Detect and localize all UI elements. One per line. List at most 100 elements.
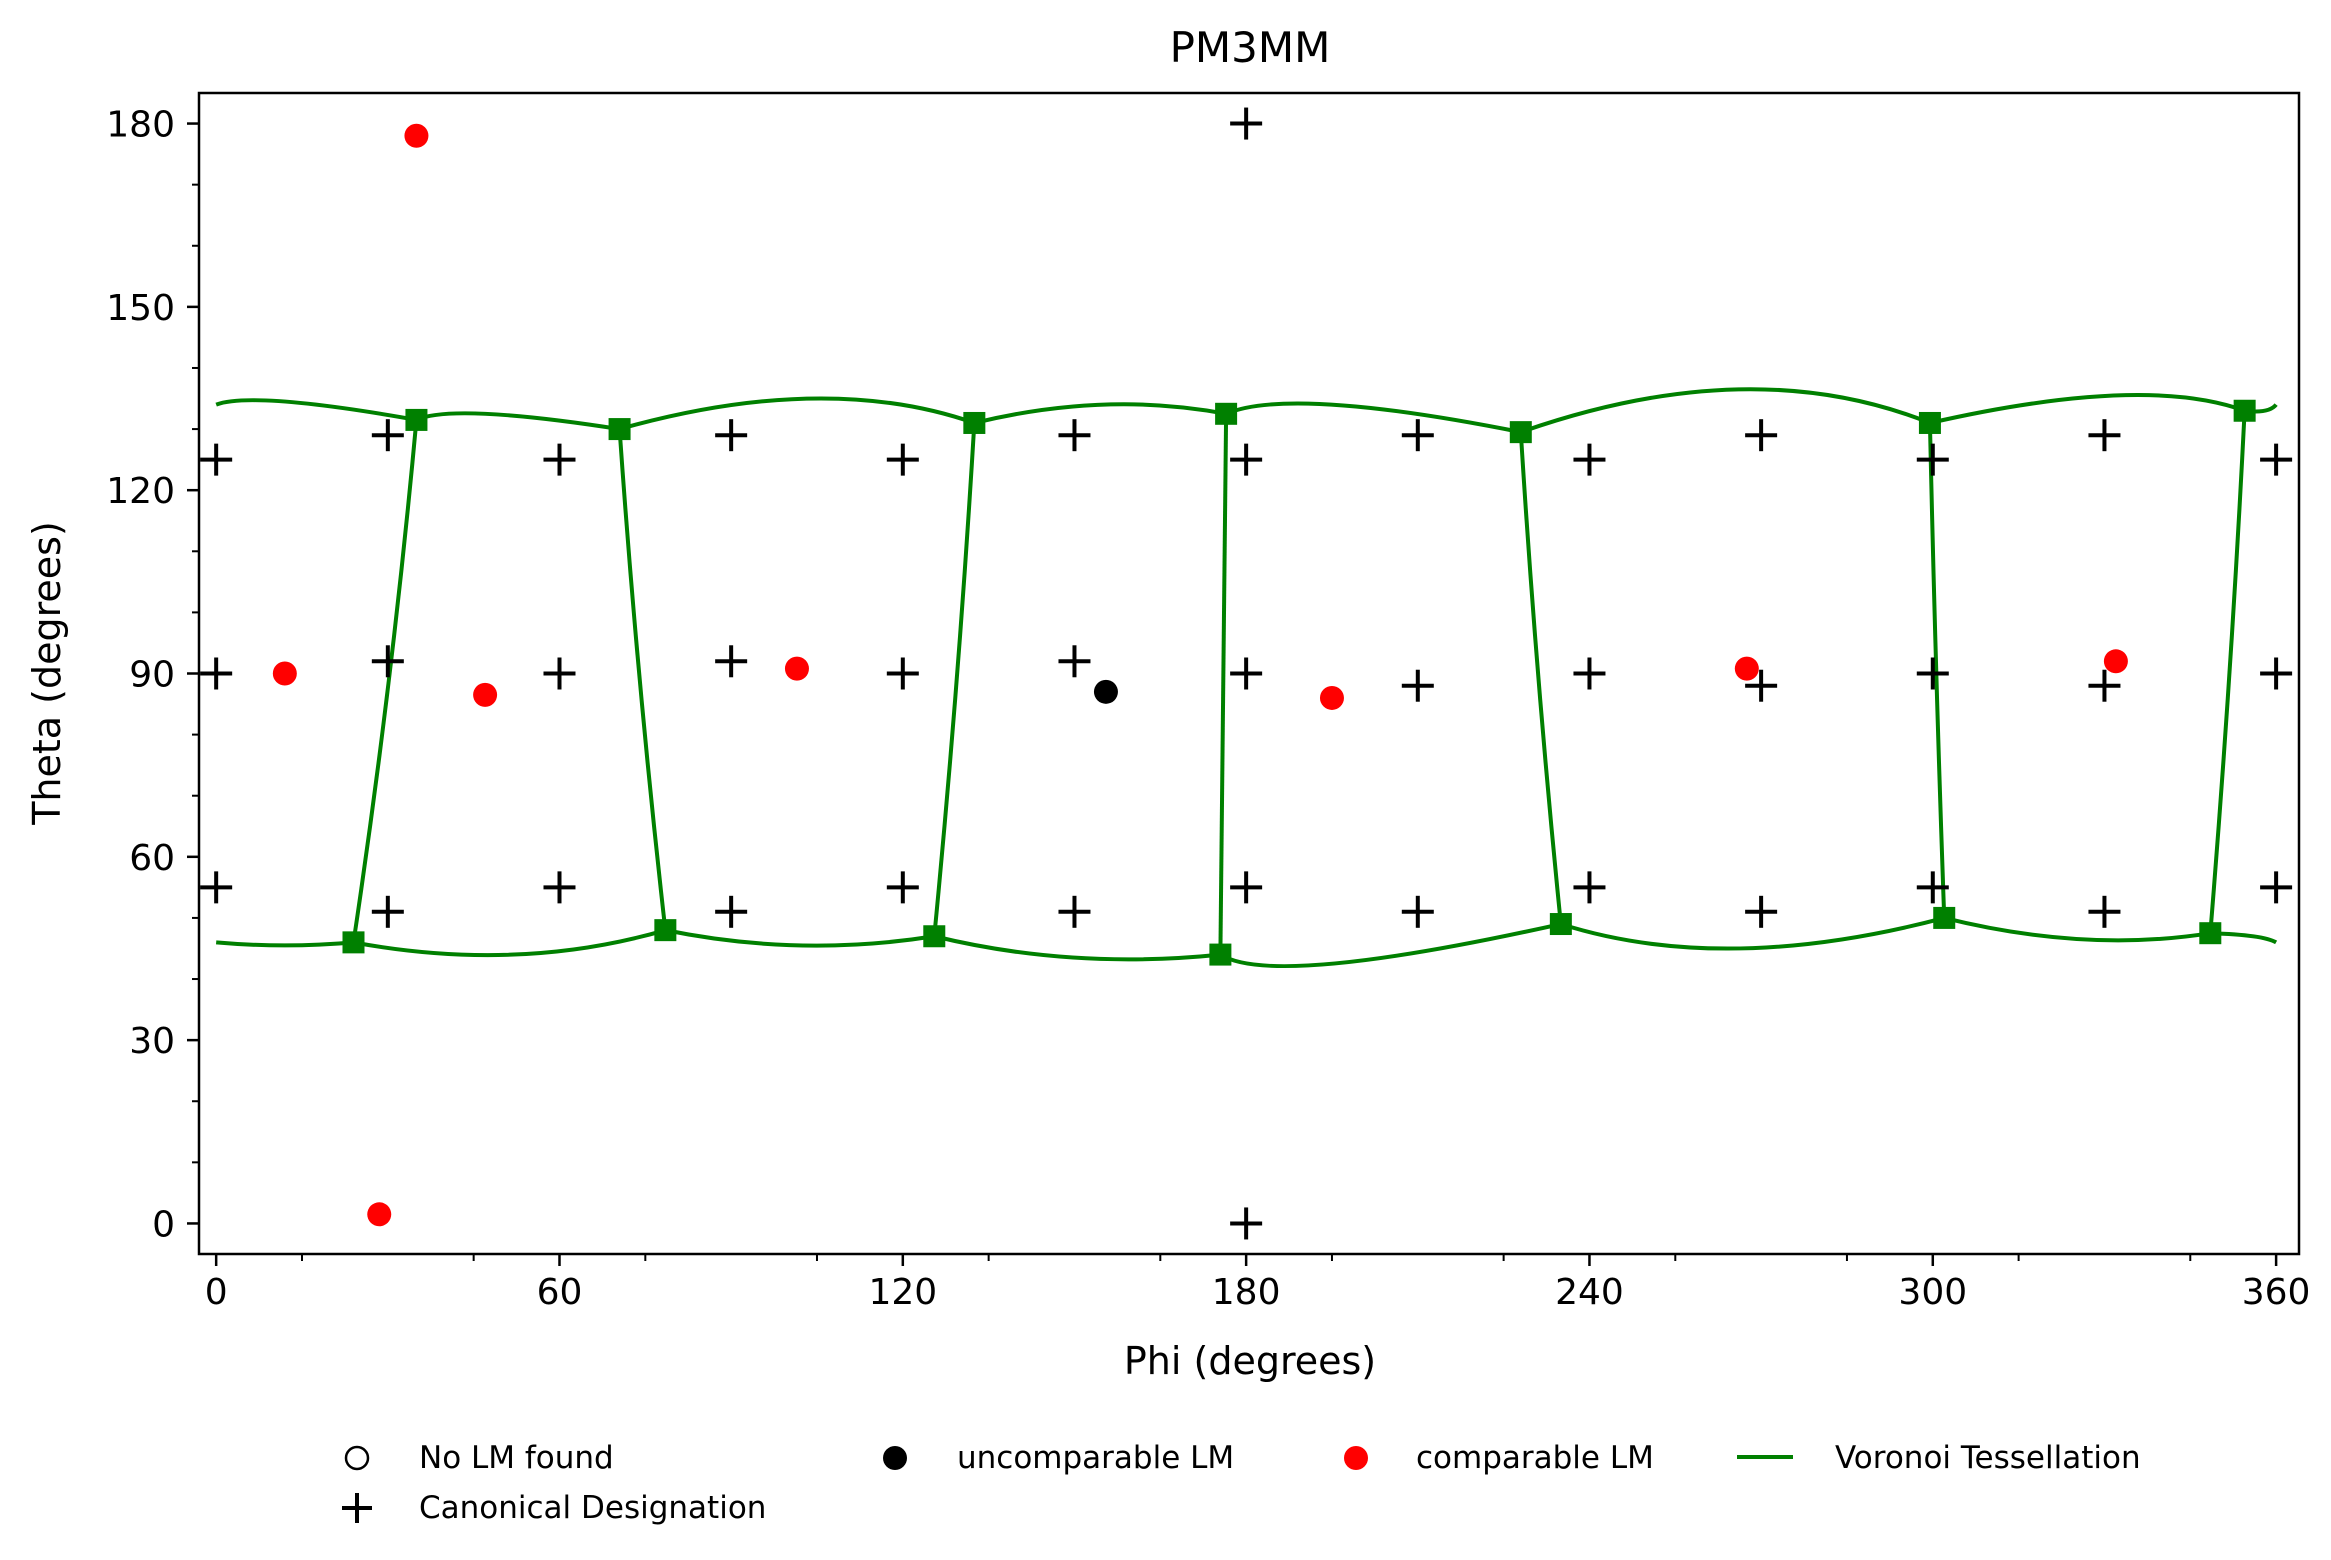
voronoi-edge-top: [1219, 922, 1562, 969]
canonical-designation-marker: [1745, 895, 1778, 928]
canonical-designation-marker: [1401, 419, 1434, 452]
legend-canonical-marker: [342, 1493, 372, 1523]
canonical-designation-marker: [886, 657, 919, 690]
uncomparable-lm-point: [1093, 679, 1118, 704]
x-axis-label: Phi (degrees): [1124, 1339, 1376, 1383]
canonical-designation-marker: [1058, 419, 1091, 452]
canonical-designation-marker: [715, 895, 748, 928]
voronoi-layer: [215, 387, 2278, 969]
comparable-lm-point: [367, 1202, 392, 1227]
canonical-designation-marker: [2088, 669, 2121, 702]
y-tick-label: 30: [129, 1021, 175, 1062]
voronoi-vertex: [1215, 402, 1238, 425]
x-tick-label: 180: [1212, 1272, 1281, 1313]
comparable-lm-point: [473, 682, 498, 707]
x-tick-label: 60: [537, 1272, 583, 1313]
canonical-designation-marker: [715, 419, 748, 452]
comparable-lm-point: [272, 661, 297, 686]
voronoi-vertex: [405, 408, 428, 431]
voronoi-vertex: [923, 925, 946, 948]
voronoi-edge-top: [353, 928, 666, 958]
canonical-designation-marker: [1916, 871, 1949, 904]
voronoi-edge-wall: [1518, 432, 1563, 925]
canonical-designation-marker: [1230, 443, 1263, 476]
canonical-designation-marker: [371, 645, 404, 678]
canonical-designation-marker: [200, 657, 233, 690]
legend-canonical-label: Canonical Designation: [419, 1490, 766, 1526]
canonical-designation-marker: [543, 657, 576, 690]
canonical-designation-marker: [1573, 443, 1606, 476]
canonical-designation-marker: [543, 443, 576, 476]
voronoi-edge-bottom: [1225, 401, 1522, 435]
x-tick-label: 0: [205, 1272, 228, 1313]
canonical-designation-marker: [2260, 657, 2293, 690]
voronoi-edge-bottom: [215, 398, 417, 422]
plot-area: [200, 107, 2293, 1240]
legend-comparable-lm-marker: [1344, 1446, 1368, 1470]
voronoi-edge-top: [933, 934, 1221, 962]
canonical-designation-marker: [886, 443, 919, 476]
voronoi-edge-wall: [1927, 422, 1947, 918]
canonical-designation-marker: [1916, 657, 1949, 690]
canonical-designation-marker: [1745, 419, 1778, 452]
legend-uncomparable-lm-label: uncomparable LM: [957, 1440, 1234, 1476]
comparable-lm-point: [1319, 685, 1344, 710]
y-tick-label: 60: [129, 838, 175, 879]
legend: No LM found uncomparable LM comparable L…: [342, 1440, 2141, 1526]
comparable-lm-point: [1734, 656, 1759, 681]
legend-uncomparable-lm-marker: [883, 1446, 907, 1470]
lm-layer: [272, 123, 2128, 1227]
canonical-designation-marker: [1573, 657, 1606, 690]
canonical-designation-marker: [2088, 895, 2121, 928]
canonical-designation-marker: [1230, 107, 1263, 140]
y-tick-label: 150: [106, 288, 175, 329]
comparable-lm-point: [2103, 649, 2128, 674]
comparable-lm-point: [404, 123, 429, 148]
voronoi-edge-top: [1943, 915, 2211, 943]
canonical-designation-marker: [1230, 871, 1263, 904]
canonical-designation-marker: [715, 645, 748, 678]
voronoi-vertex: [342, 931, 365, 954]
y-axis-label: Theta (degrees): [25, 521, 69, 826]
canonical-designation-marker: [2088, 419, 2121, 452]
voronoi-edge-bottom: [619, 396, 975, 432]
voronoi-edge-top: [1560, 915, 1945, 951]
canonical-designation-marker: [1230, 1207, 1263, 1240]
voronoi-vertex: [608, 418, 631, 441]
voronoi-vertex: [963, 411, 986, 434]
y-axis: 0 30 60 90 120 150 180: [106, 105, 199, 1245]
chart-title: PM3MM: [1170, 23, 1331, 72]
voronoi-vertex: [2199, 922, 2222, 945]
y-tick-label: 0: [152, 1204, 175, 1245]
y-tick-label: 90: [129, 655, 175, 696]
canonical-designation-marker: [1401, 669, 1434, 702]
legend-no-lm-marker: [344, 1445, 370, 1471]
voronoi-vertex: [1918, 411, 1941, 434]
legend-voronoi-label: Voronoi Tessellation: [1835, 1440, 2141, 1476]
voronoi-edge-top: [215, 940, 354, 948]
canonical-designation-marker: [371, 895, 404, 928]
voronoi-edge-wall: [1218, 413, 1229, 955]
voronoi-edge-wall: [932, 422, 977, 937]
canonical-designation-marker: [200, 443, 233, 476]
canonical-designation-marker: [1916, 443, 1949, 476]
canonical-designation-marker: [2260, 871, 2293, 904]
canonical-designation-marker: [1745, 669, 1778, 702]
canonical-designation-marker: [886, 871, 919, 904]
voronoi-vertex: [1509, 421, 1532, 444]
voronoi-edge-bottom: [973, 402, 1227, 425]
voronoi-edge-wall: [2208, 410, 2247, 934]
voronoi-vertex: [2233, 399, 2256, 422]
canonical-designation-marker: [1401, 895, 1434, 928]
voronoi-edge-wall: [617, 428, 668, 931]
y-tick-label: 120: [106, 471, 175, 512]
voronoi-edge-bottom: [1929, 393, 2246, 425]
canonical-designation-marker: [1573, 871, 1606, 904]
legend-no-lm-label: No LM found: [419, 1440, 614, 1476]
voronoi-edge-top: [664, 928, 935, 948]
y-tick-label: 180: [106, 105, 175, 146]
voronoi-vertex: [1549, 913, 1572, 936]
x-tick-label: 300: [1898, 1272, 1967, 1313]
